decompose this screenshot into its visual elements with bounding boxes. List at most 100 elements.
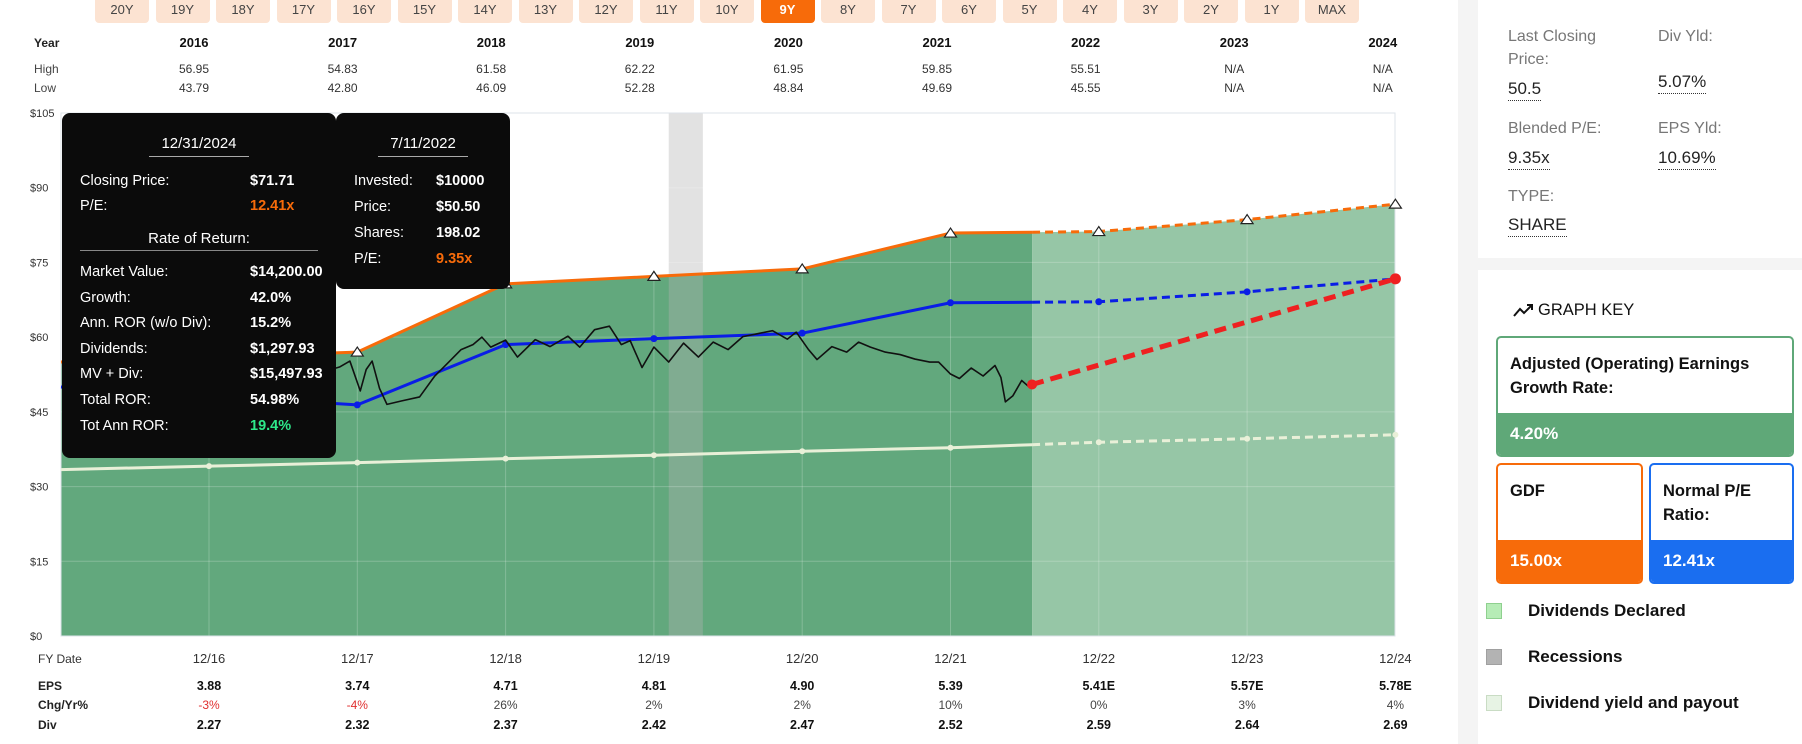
tooltip-row-label: Price: [354, 199, 392, 215]
normal-pe-line-estimate [1032, 277, 1396, 304]
y-tick-label: $45 [30, 407, 48, 419]
dividends-point [502, 455, 509, 462]
tooltip-row-label: Market Value: [80, 264, 169, 280]
plot-frame [60, 112, 1396, 637]
gdf-value: 15.00x [1498, 540, 1641, 582]
tab-9y[interactable]: 9Y [760, 0, 815, 23]
return-projection-line [1031, 276, 1397, 387]
chg-yr-value: 10% [938, 698, 962, 712]
x-tick-label: 12/16 [193, 651, 226, 666]
tab-11y[interactable]: 11Y [639, 0, 694, 23]
eps-value: 4.71 [493, 679, 517, 693]
low-value: 43.79 [179, 81, 209, 95]
sidebar: Last Closing Price: 50.5 Div Yld: 5.07% … [1458, 0, 1802, 744]
tab-16y[interactable]: 16Y [337, 0, 391, 23]
chg-yr-value: 3% [1238, 698, 1256, 712]
y-tick-label: $75 [30, 257, 48, 269]
growth-rate-box: Adjusted (Operating) Earnings Growth Rat… [1496, 336, 1794, 457]
tooltip-row: Invested: $10000 [354, 173, 500, 195]
normal-pe-point [353, 401, 361, 409]
chg-yr-value: -3% [198, 698, 220, 712]
tab-2y[interactable]: 2Y [1184, 0, 1238, 23]
year-row-label: Year [34, 36, 60, 50]
tooltip-row-value: $14,200.00 [250, 264, 323, 280]
y-tick-label: $0 [30, 631, 42, 643]
tooltip-row-label: Dividends: [80, 340, 148, 357]
tab-7y[interactable]: 7Y [881, 0, 936, 23]
tab-13y[interactable]: 13Y [518, 0, 573, 23]
gdf-marker [795, 262, 810, 274]
blended-pe-value[interactable]: 9.35x [1508, 147, 1550, 170]
tooltip-row: P/E: 12.41x [80, 198, 326, 220]
legend-item: Dividend yield and payout [1486, 692, 1739, 714]
trend-line-icon [1513, 304, 1533, 317]
gdf-marker [1388, 198, 1403, 209]
tab-19y[interactable]: 19Y [155, 0, 210, 23]
high-value: N/A [1373, 62, 1393, 76]
tab-17y[interactable]: 17Y [276, 0, 331, 23]
legend-label: Dividends Declared [1528, 601, 1686, 620]
tooltip-date: 7/11/2022 [378, 135, 468, 157]
dividends-point [206, 463, 212, 470]
eps-value: 4.90 [790, 679, 814, 693]
tooltip-row-label: MV + Div: [80, 366, 144, 383]
div-yld-value[interactable]: 5.07% [1658, 71, 1707, 94]
low-value: 49.69 [922, 81, 952, 95]
div-value: 2.52 [938, 718, 962, 732]
y-tick-label: $60 [30, 332, 48, 344]
tab-5y[interactable]: 5Y [1002, 0, 1057, 23]
tab-3y[interactable]: 3Y [1123, 0, 1178, 23]
year-label: 2018 [477, 35, 506, 50]
low-value: 45.55 [1071, 81, 1101, 95]
tooltip-row: Growth: 42.0% [80, 290, 326, 312]
low-value: 52.28 [625, 81, 655, 95]
high-value: 55.51 [1071, 62, 1101, 76]
eps-value: 3.74 [345, 679, 369, 693]
chg-yr-value: 0% [1090, 698, 1108, 712]
gdf-marker [1091, 225, 1106, 237]
tooltip-row-value: 54.98% [250, 392, 300, 408]
tab-20y[interactable]: 20Y [95, 0, 149, 23]
legend-label: Dividend yield and payout [1528, 693, 1739, 712]
tab-4y[interactable]: 4Y [1063, 0, 1117, 23]
tooltip-row-label: Total ROR: [80, 392, 151, 408]
tab-8y[interactable]: 8Y [821, 0, 875, 23]
tab-1y[interactable]: 1Y [1244, 0, 1299, 23]
eps-yld-label: EPS Yld: [1658, 120, 1722, 137]
tab-14y[interactable]: 14Y [458, 0, 512, 23]
tooltip-row: MV + Div: $15,497.93 [80, 366, 326, 388]
last-closing-label: Last Closing Price: [1508, 28, 1597, 68]
tooltip-row-value: $50.50 [436, 199, 481, 215]
tooltip-date: 12/31/2024 [149, 135, 249, 157]
rate-of-return-heading: Rate of Return: [80, 230, 318, 251]
dividends-line-actual [60, 443, 1033, 472]
tooltip-row-label: Closing Price: [80, 173, 170, 189]
normal-pe-point [1095, 298, 1103, 306]
y-tick-label: $15 [30, 556, 48, 568]
tab-15y[interactable]: 15Y [397, 0, 452, 23]
y-tick-label: $105 [30, 108, 54, 120]
x-tick-label: 12/19 [638, 651, 671, 666]
tab-max[interactable]: MAX [1305, 0, 1359, 23]
eps-value: 5.41E [1082, 679, 1115, 693]
year-label: 2017 [328, 35, 357, 50]
dividends-line-estimate [1032, 433, 1396, 447]
normal-pe-point [947, 299, 954, 307]
tab-10y[interactable]: 10Y [700, 0, 754, 23]
legend-item: Recessions [1486, 646, 1623, 668]
tooltip-row-value: 42.0% [250, 289, 292, 306]
tooltip-row-label: Tot Ann ROR: [80, 417, 169, 434]
tab-12y[interactable]: 12Y [579, 0, 633, 23]
normal-pe-value: 12.41x [1651, 540, 1792, 582]
last-closing-value[interactable]: 50.5 [1508, 78, 1542, 101]
eps-yld-value[interactable]: 10.69% [1658, 147, 1716, 170]
year-label: 2019 [625, 35, 654, 50]
low-value: N/A [1373, 81, 1393, 95]
x-tick-label: 12/22 [1083, 651, 1116, 666]
tab-18y[interactable]: 18Y [216, 0, 270, 23]
tab-6y[interactable]: 6Y [942, 0, 996, 23]
gdf-marker [943, 226, 958, 238]
dividends-point [1095, 439, 1102, 446]
projection-end-point [1389, 273, 1401, 285]
type-value[interactable]: SHARE [1508, 214, 1567, 237]
